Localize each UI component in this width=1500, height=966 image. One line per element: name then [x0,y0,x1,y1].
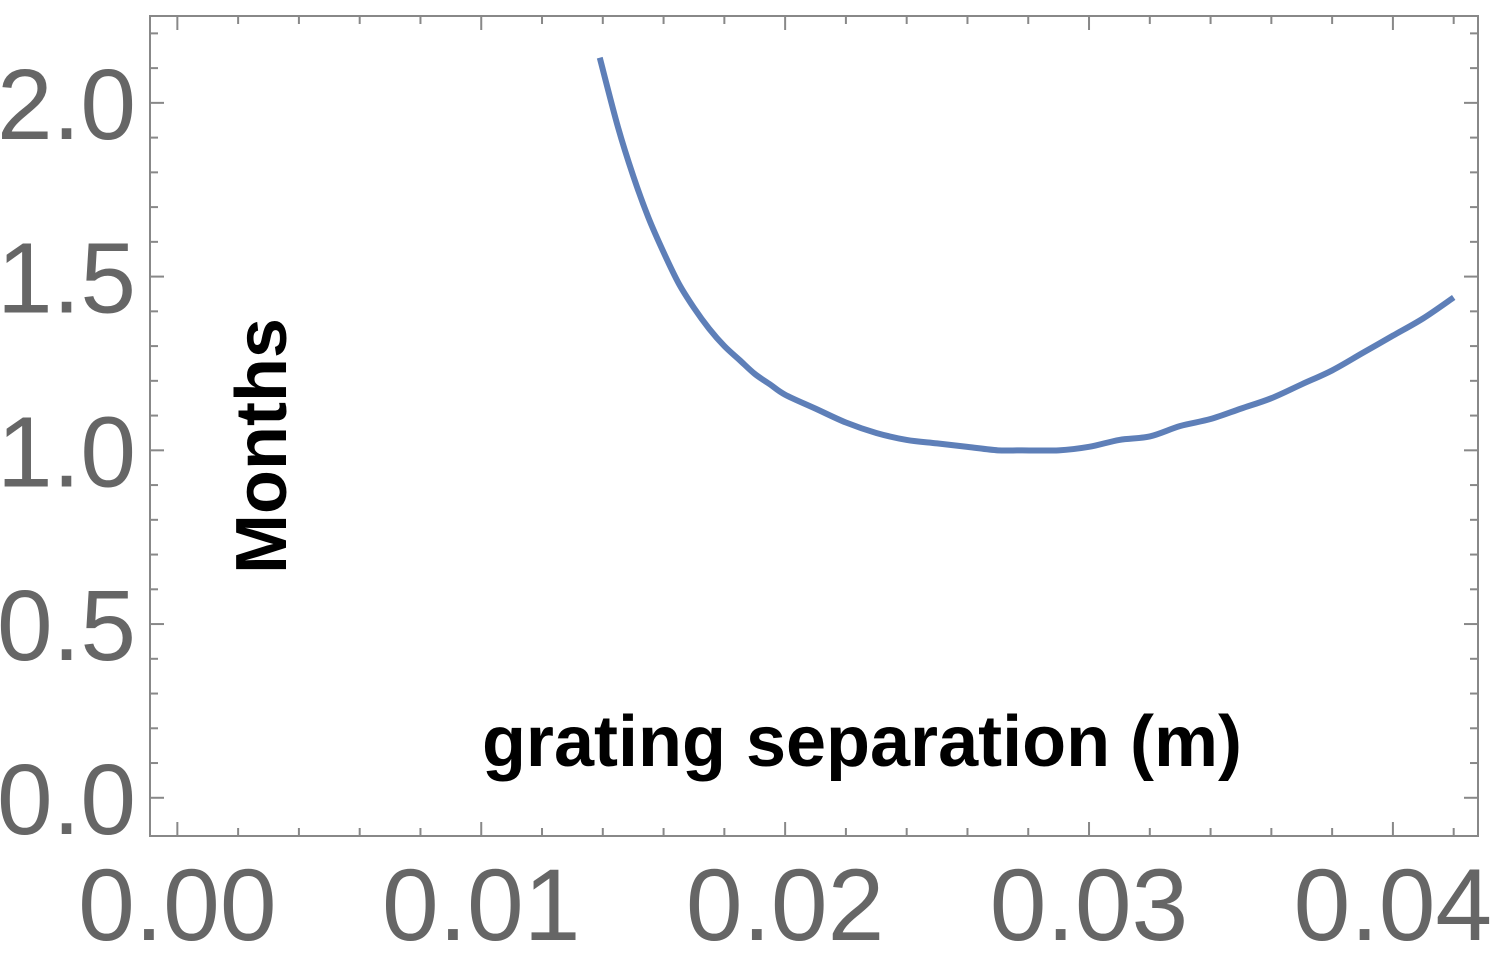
y-tick-label: 0.0 [0,744,136,856]
y-tick-labels: 0.0 0.5 1.0 1.5 2.0 [0,49,136,856]
x-tick-label: 0.00 [78,848,277,962]
x-tick-labels: 0.00 0.01 0.02 0.03 0.04 [78,848,1492,962]
x-tick-label: 0.04 [1294,848,1493,962]
series-group [596,56,1456,454]
x-axis-title: grating separation (m) [482,702,1242,782]
y-tick-label: 2.0 [0,49,136,161]
x-tick-label: 0.02 [686,848,885,962]
x-tick-label: 0.01 [382,848,581,962]
y-tick-label: 1.5 [0,223,136,335]
y-tick-label: 0.5 [0,570,136,682]
y-axis-title: Months [222,318,302,574]
y-tick-label: 1.0 [0,396,136,508]
x-tick-label: 0.03 [990,848,1189,962]
plot-frame [149,15,1479,837]
series-line [596,56,1456,454]
tick-marks [150,16,1478,836]
